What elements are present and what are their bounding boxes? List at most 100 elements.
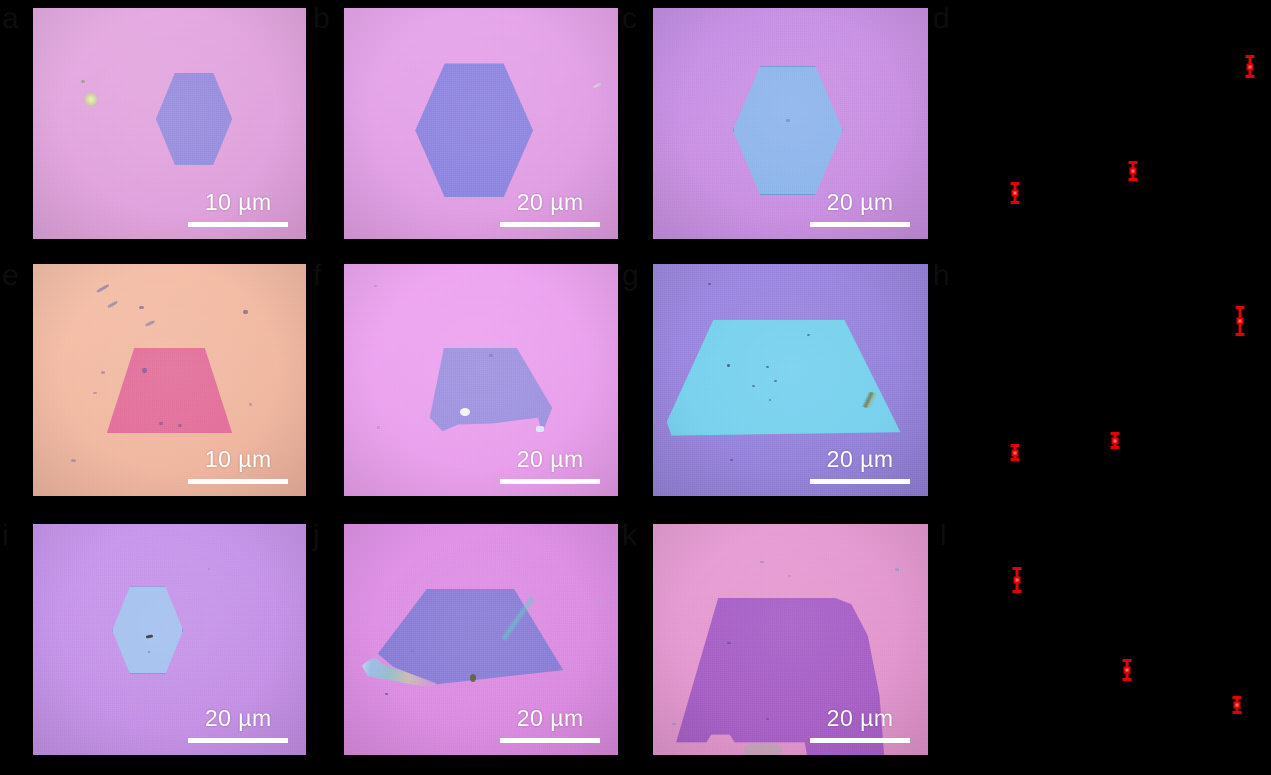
scalebar-bar-e: [188, 479, 289, 485]
debris-e-10: [177, 424, 182, 427]
data-point[interactable]: [1233, 306, 1247, 336]
data-point[interactable]: [1108, 432, 1122, 449]
data-point[interactable]: [1008, 444, 1022, 461]
speck-f-2: [489, 354, 493, 358]
speck-g-2: [765, 366, 769, 369]
scalebar-a: 10 µm: [188, 189, 289, 228]
wrinkle-g: [856, 391, 882, 408]
scalebar-b: 20 µm: [500, 190, 601, 228]
debris-j-2: [411, 649, 414, 653]
speck-k-1: [760, 560, 764, 564]
error-cap-top: [1245, 55, 1255, 58]
speck-k-6: [672, 722, 676, 725]
panel-label-k: k: [622, 519, 637, 552]
image-grain-j: [344, 524, 618, 755]
debris-j-3: [385, 692, 389, 695]
data-point[interactable]: [1008, 182, 1022, 204]
micrograph-panel-c: 20 µm: [653, 8, 928, 239]
scalebar-bar-g: [810, 479, 911, 485]
image-vignette-i: [33, 524, 306, 755]
image-grain-b: [344, 8, 618, 239]
error-cap-top: [1122, 659, 1132, 662]
scalebar-bar-a: [188, 222, 289, 228]
speck-k-2: [895, 567, 899, 571]
micrograph-panel-j: 20 µm: [344, 524, 618, 755]
micrograph-panel-g: 20 µm: [653, 264, 928, 496]
speck-g-5: [768, 398, 772, 401]
scalebar-f: 20 µm: [500, 447, 601, 485]
marker-square: [1246, 63, 1254, 70]
image-vignette-j: [344, 524, 618, 755]
marker-square: [1233, 701, 1241, 709]
image-grain-i: [33, 524, 306, 755]
panel-label-a: a: [2, 2, 19, 35]
speck-c-1: [786, 118, 790, 122]
debris-e-11: [71, 458, 76, 463]
scalebar-label-a: 10 µm: [204, 189, 272, 216]
micrograph-panel-b: 20 µm: [344, 8, 618, 239]
debris-e-5: [243, 310, 248, 315]
speck-g-1: [727, 363, 731, 367]
error-cap-bottom: [1010, 201, 1020, 204]
bright-spot-f-1: [460, 407, 471, 416]
scalebar-label-i: 20 µm: [204, 705, 272, 732]
scalebar-k: 20 µm: [810, 705, 911, 744]
data-point[interactable]: [1243, 55, 1257, 78]
plot-area-h: [932, 264, 1271, 496]
image-vignette-k: [653, 524, 928, 755]
marker-square: [1013, 576, 1021, 584]
scalebar-bar-j: [500, 738, 601, 744]
bright-spot-f-2: [535, 426, 545, 433]
image-grain-e: [33, 264, 306, 496]
scalebar-label-k: 20 µm: [826, 705, 894, 732]
speck-g-4: [752, 384, 755, 387]
scalebar-e: 10 µm: [188, 446, 289, 485]
debris-e-9: [158, 421, 163, 425]
scatter-plot-h: [932, 264, 1271, 496]
data-point[interactable]: [1120, 659, 1134, 681]
image-grain-k: [653, 524, 928, 755]
debris-e-6: [142, 368, 148, 373]
marker-square: [1236, 317, 1244, 325]
panel-label-f: f: [313, 259, 322, 292]
marker-square: [1111, 437, 1119, 444]
data-point[interactable]: [1010, 567, 1024, 593]
panel-label-h: h: [933, 259, 950, 292]
scatter-plot-l: [932, 524, 1271, 755]
scalebar-bar-i: [188, 738, 289, 744]
scalebar-bar-c: [810, 222, 911, 228]
scalebar-c: 20 µm: [810, 189, 911, 228]
speck-a-1: [80, 79, 86, 83]
error-cap-bottom: [1010, 458, 1020, 461]
image-vignette-a: [33, 8, 306, 239]
data-point[interactable]: [1230, 696, 1244, 714]
debris-j-1: [470, 674, 477, 682]
speck-f-3: [376, 426, 380, 429]
error-cap-top: [1235, 306, 1245, 309]
panel-label-c: c: [622, 2, 637, 35]
speck-g-6: [807, 333, 810, 336]
scalebar-label-e: 10 µm: [204, 446, 272, 473]
scalebar-bar-f: [500, 479, 601, 485]
image-vignette-g: [653, 264, 928, 496]
image-grain-c: [653, 8, 928, 239]
residue-k: [743, 743, 783, 755]
image-grain-g: [653, 264, 928, 496]
plot-area-d: [932, 8, 1271, 239]
error-cap-top: [1110, 432, 1120, 435]
debris-e-8: [93, 391, 98, 395]
scalebar-i: 20 µm: [188, 705, 289, 744]
particle-a: [84, 93, 98, 107]
image-vignette-e: [33, 264, 306, 496]
scalebar-label-c: 20 µm: [826, 189, 894, 216]
marker-square: [1123, 666, 1131, 674]
speck-k-4: [727, 641, 731, 645]
speck-k-5: [765, 718, 770, 721]
scalebar-bar-b: [500, 222, 601, 228]
flake-i: [112, 586, 184, 675]
error-cap-bottom: [1232, 711, 1242, 714]
data-point[interactable]: [1126, 161, 1140, 181]
speck-i-2: [147, 651, 151, 654]
scalebar-g: 20 µm: [810, 447, 911, 485]
